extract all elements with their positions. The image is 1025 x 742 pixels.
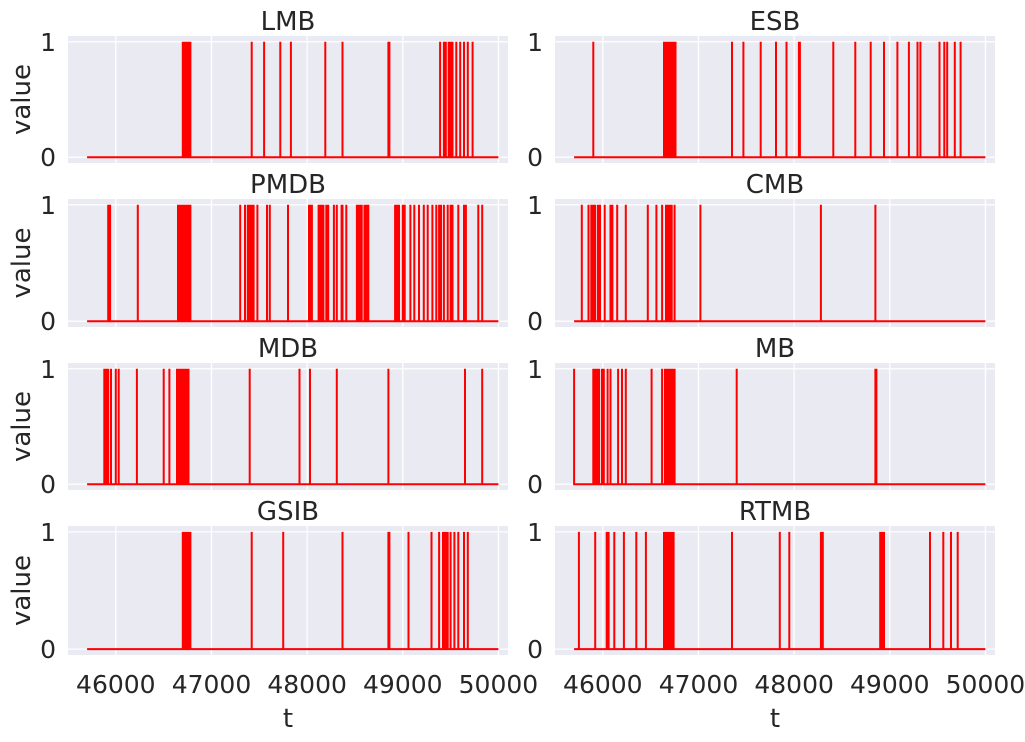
x-tick-label: 50000 [459, 670, 539, 699]
subplot-title: MDB [258, 334, 318, 364]
x-tick-label: 49000 [850, 670, 930, 699]
y-tick-label: 0 [40, 143, 56, 172]
plot-area [68, 36, 508, 163]
y-tick-label: 1 [527, 355, 543, 384]
y-tick-label: 0 [527, 307, 543, 336]
x-axis-label: t [770, 704, 780, 734]
subplot-rtmb: RTMB 0 1 46000 47000 48000 49000 50000 t [527, 497, 1025, 734]
y-tick-label: 1 [40, 355, 56, 384]
series-line-cmb [574, 204, 986, 323]
series-line-esb [574, 41, 986, 159]
y-tick-label: 0 [527, 635, 543, 664]
y-tick-label: 1 [527, 28, 543, 57]
y-tick-label: 1 [527, 518, 543, 547]
y-tick-label: 1 [40, 28, 56, 57]
x-tick-label: 48000 [754, 670, 834, 699]
x-tick-label: 50000 [946, 670, 1025, 699]
series-line-mdb [87, 368, 499, 486]
subplot-title: ESB [750, 7, 801, 37]
y-tick-label: 0 [527, 470, 543, 499]
x-axis-label: t [283, 704, 293, 734]
y-axis-label: value [7, 64, 37, 135]
y-tick-label: 1 [40, 191, 56, 220]
series-line-lmb [87, 41, 499, 159]
y-tick-label: 1 [527, 191, 543, 220]
y-axis-label: value [7, 555, 37, 626]
y-tick-label: 0 [527, 143, 543, 172]
y-tick-label: 0 [40, 635, 56, 664]
subplot-cmb: CMB 0 1 [527, 170, 995, 336]
y-axis-label: value [7, 227, 37, 298]
series-line-pmdb [87, 204, 499, 323]
plot-area [68, 526, 508, 655]
x-tick-label: 49000 [363, 670, 443, 699]
y-axis-label: value [7, 391, 37, 462]
subplot-title: GSIB [257, 497, 319, 527]
x-tick-label: 47000 [659, 670, 739, 699]
subplot-grid: LMB01valueESB01PMDB01valueCMB01MDB01valu… [7, 7, 1025, 734]
subplot-title: MB [755, 334, 795, 364]
series-line-mb [573, 368, 986, 486]
plot-area [555, 363, 995, 490]
y-tick-label: 0 [40, 307, 56, 336]
plot-area [68, 363, 508, 490]
plot-area [555, 199, 995, 327]
subplot-esb: ESB 0 1 [527, 7, 995, 172]
series-line-rtmb [574, 531, 986, 651]
x-tick-label: 48000 [267, 670, 347, 699]
x-tick-label: 47000 [172, 670, 252, 699]
x-tick-label: 46000 [76, 670, 156, 699]
y-tick-label: 0 [40, 470, 56, 499]
subplot-title: LMB [261, 7, 316, 37]
plot-area [555, 526, 995, 655]
subplot-title: PMDB [250, 170, 326, 200]
series-line-gsib [87, 531, 499, 651]
subplot-title: CMB [746, 170, 804, 200]
subplot-mb: MB 0 1 [527, 334, 995, 499]
subplot-title: RTMB [739, 497, 811, 527]
x-tick-label: 46000 [563, 670, 643, 699]
y-tick-label: 1 [40, 518, 56, 547]
